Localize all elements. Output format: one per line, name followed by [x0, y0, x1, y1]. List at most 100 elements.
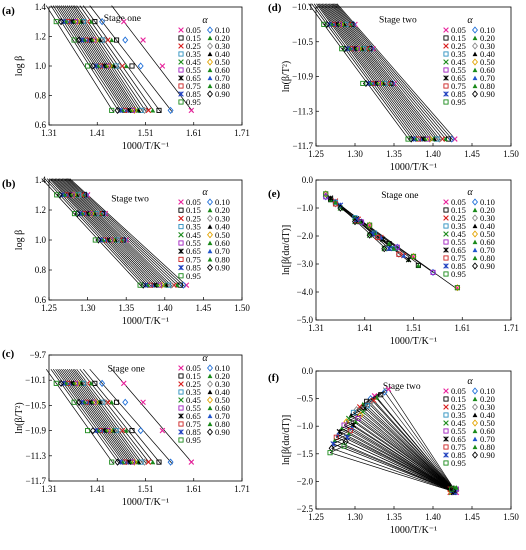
- legend-label: 0.85: [186, 263, 201, 273]
- data-point: [99, 17, 106, 26]
- data-point: [72, 192, 79, 198]
- legend-label: 0.65: [186, 73, 201, 83]
- data-point: [383, 79, 390, 88]
- legend-marker: [443, 35, 449, 41]
- y-tick-label: −10.9: [292, 72, 313, 82]
- legend-label: 0.50: [480, 229, 495, 239]
- x-tick-label: 1.50: [503, 149, 519, 159]
- legend-marker: [443, 247, 449, 253]
- stage-label: Stage two: [383, 382, 421, 392]
- legend-marker: [178, 421, 184, 427]
- data-point: [92, 36, 99, 44]
- data-point: [119, 63, 126, 69]
- panel-f: 1.25 1.30 1.35 1.40 1.45 1.50 0.0 −0.5 −1.0 −1.5 −…: [268, 366, 519, 536]
- stage-label: Stage two: [379, 15, 417, 25]
- legend-label: 0.25: [186, 379, 201, 389]
- data-point: [70, 191, 77, 199]
- legend-label: 0.60: [215, 238, 230, 248]
- data-point: [408, 135, 415, 143]
- legend-marker: [443, 231, 449, 237]
- data-point: [378, 80, 385, 87]
- data-point: [167, 458, 174, 466]
- data-point: [123, 428, 129, 433]
- data-point: [405, 256, 412, 263]
- data-point: [82, 211, 88, 216]
- legend-label: 0.50: [480, 57, 495, 67]
- data-point: [350, 46, 356, 51]
- data-point: [58, 17, 65, 26]
- legend-label: 0.25: [186, 41, 201, 51]
- data-point: [92, 380, 98, 386]
- data-point: [158, 281, 165, 289]
- legend-marker: [178, 373, 184, 379]
- y-tick-label: 0.8: [35, 91, 47, 101]
- data-point: [426, 135, 433, 143]
- legend-marker: [443, 83, 449, 89]
- y-tick-label: −11.7: [293, 141, 314, 151]
- data-point: [122, 398, 129, 406]
- y-tick-label: −3.0: [297, 259, 314, 269]
- data-point: [345, 21, 352, 28]
- data-point: [332, 21, 338, 27]
- data-point: [167, 281, 174, 289]
- data-point: [137, 426, 144, 435]
- legend-marker: [207, 67, 213, 73]
- y-tick-label: −5.0: [297, 315, 314, 325]
- legend-label: 0.35: [451, 221, 466, 231]
- data-point: [328, 444, 335, 452]
- legend-label: 0.95: [186, 435, 201, 445]
- data-point: [88, 380, 94, 386]
- x-axis-label: 1000/T/K⁻¹: [122, 497, 169, 508]
- legend-marker: [472, 198, 478, 206]
- data-point: [99, 379, 106, 387]
- legend-label: 0.90: [480, 450, 495, 460]
- legend-label: 0.20: [215, 205, 230, 215]
- legend-label: 0.35: [186, 49, 201, 59]
- legend-marker: [207, 51, 213, 57]
- fit-line: [373, 400, 457, 493]
- data-point: [410, 252, 417, 261]
- data-point: [344, 20, 351, 28]
- legend: α0.05 0.100.15 0.200.25 0.300.35 0.400.45 0.5…: [443, 15, 495, 107]
- data-point: [101, 398, 108, 406]
- legend-marker: [178, 232, 184, 238]
- legend-marker: [207, 231, 213, 239]
- fit-line: [335, 3, 454, 142]
- legend-marker: [443, 43, 449, 49]
- fit-line: [334, 433, 349, 441]
- fit-line: [362, 411, 457, 493]
- legend-label: 0.25: [451, 213, 466, 223]
- legend-marker: [443, 59, 449, 65]
- legend-label: 0.05: [186, 197, 201, 207]
- data-point: [362, 406, 368, 411]
- legend-label: 0.10: [480, 386, 495, 396]
- data-point: [394, 244, 400, 250]
- data-point: [120, 18, 127, 25]
- fit-line: [68, 178, 186, 288]
- y-tick-label: 1.2: [35, 205, 46, 215]
- data-point: [367, 399, 374, 407]
- legend-label: 0.65: [451, 434, 466, 444]
- fit-line: [376, 397, 457, 493]
- legend-marker: [178, 405, 184, 411]
- y-tick-label: −4.0: [297, 287, 314, 297]
- data-point: [129, 428, 135, 434]
- legend-label: 0.10: [215, 25, 230, 35]
- data-point: [82, 17, 89, 26]
- legend: α0.05 0.100.15 0.200.25 0.300.35 0.400.45 0.5…: [178, 15, 230, 107]
- y-tick-label: −10.9: [25, 426, 46, 436]
- legend-label: 0.10: [480, 25, 495, 35]
- fit-line: [370, 402, 457, 493]
- legend-label: 0.45: [186, 230, 201, 240]
- legend-label: 0.50: [480, 418, 495, 428]
- y-tick-label: −1.0: [297, 421, 314, 431]
- data-point: [92, 19, 98, 25]
- legend-label: 0.95: [451, 269, 466, 279]
- x-tick-label: 1.30: [347, 512, 363, 522]
- legend-marker: [207, 396, 213, 404]
- data-point: [95, 236, 102, 244]
- legend-marker: [443, 75, 449, 81]
- legend-marker: [178, 51, 184, 57]
- legend-label: 0.65: [186, 246, 201, 256]
- x-axis-label: 1000/T/K⁻¹: [390, 336, 437, 347]
